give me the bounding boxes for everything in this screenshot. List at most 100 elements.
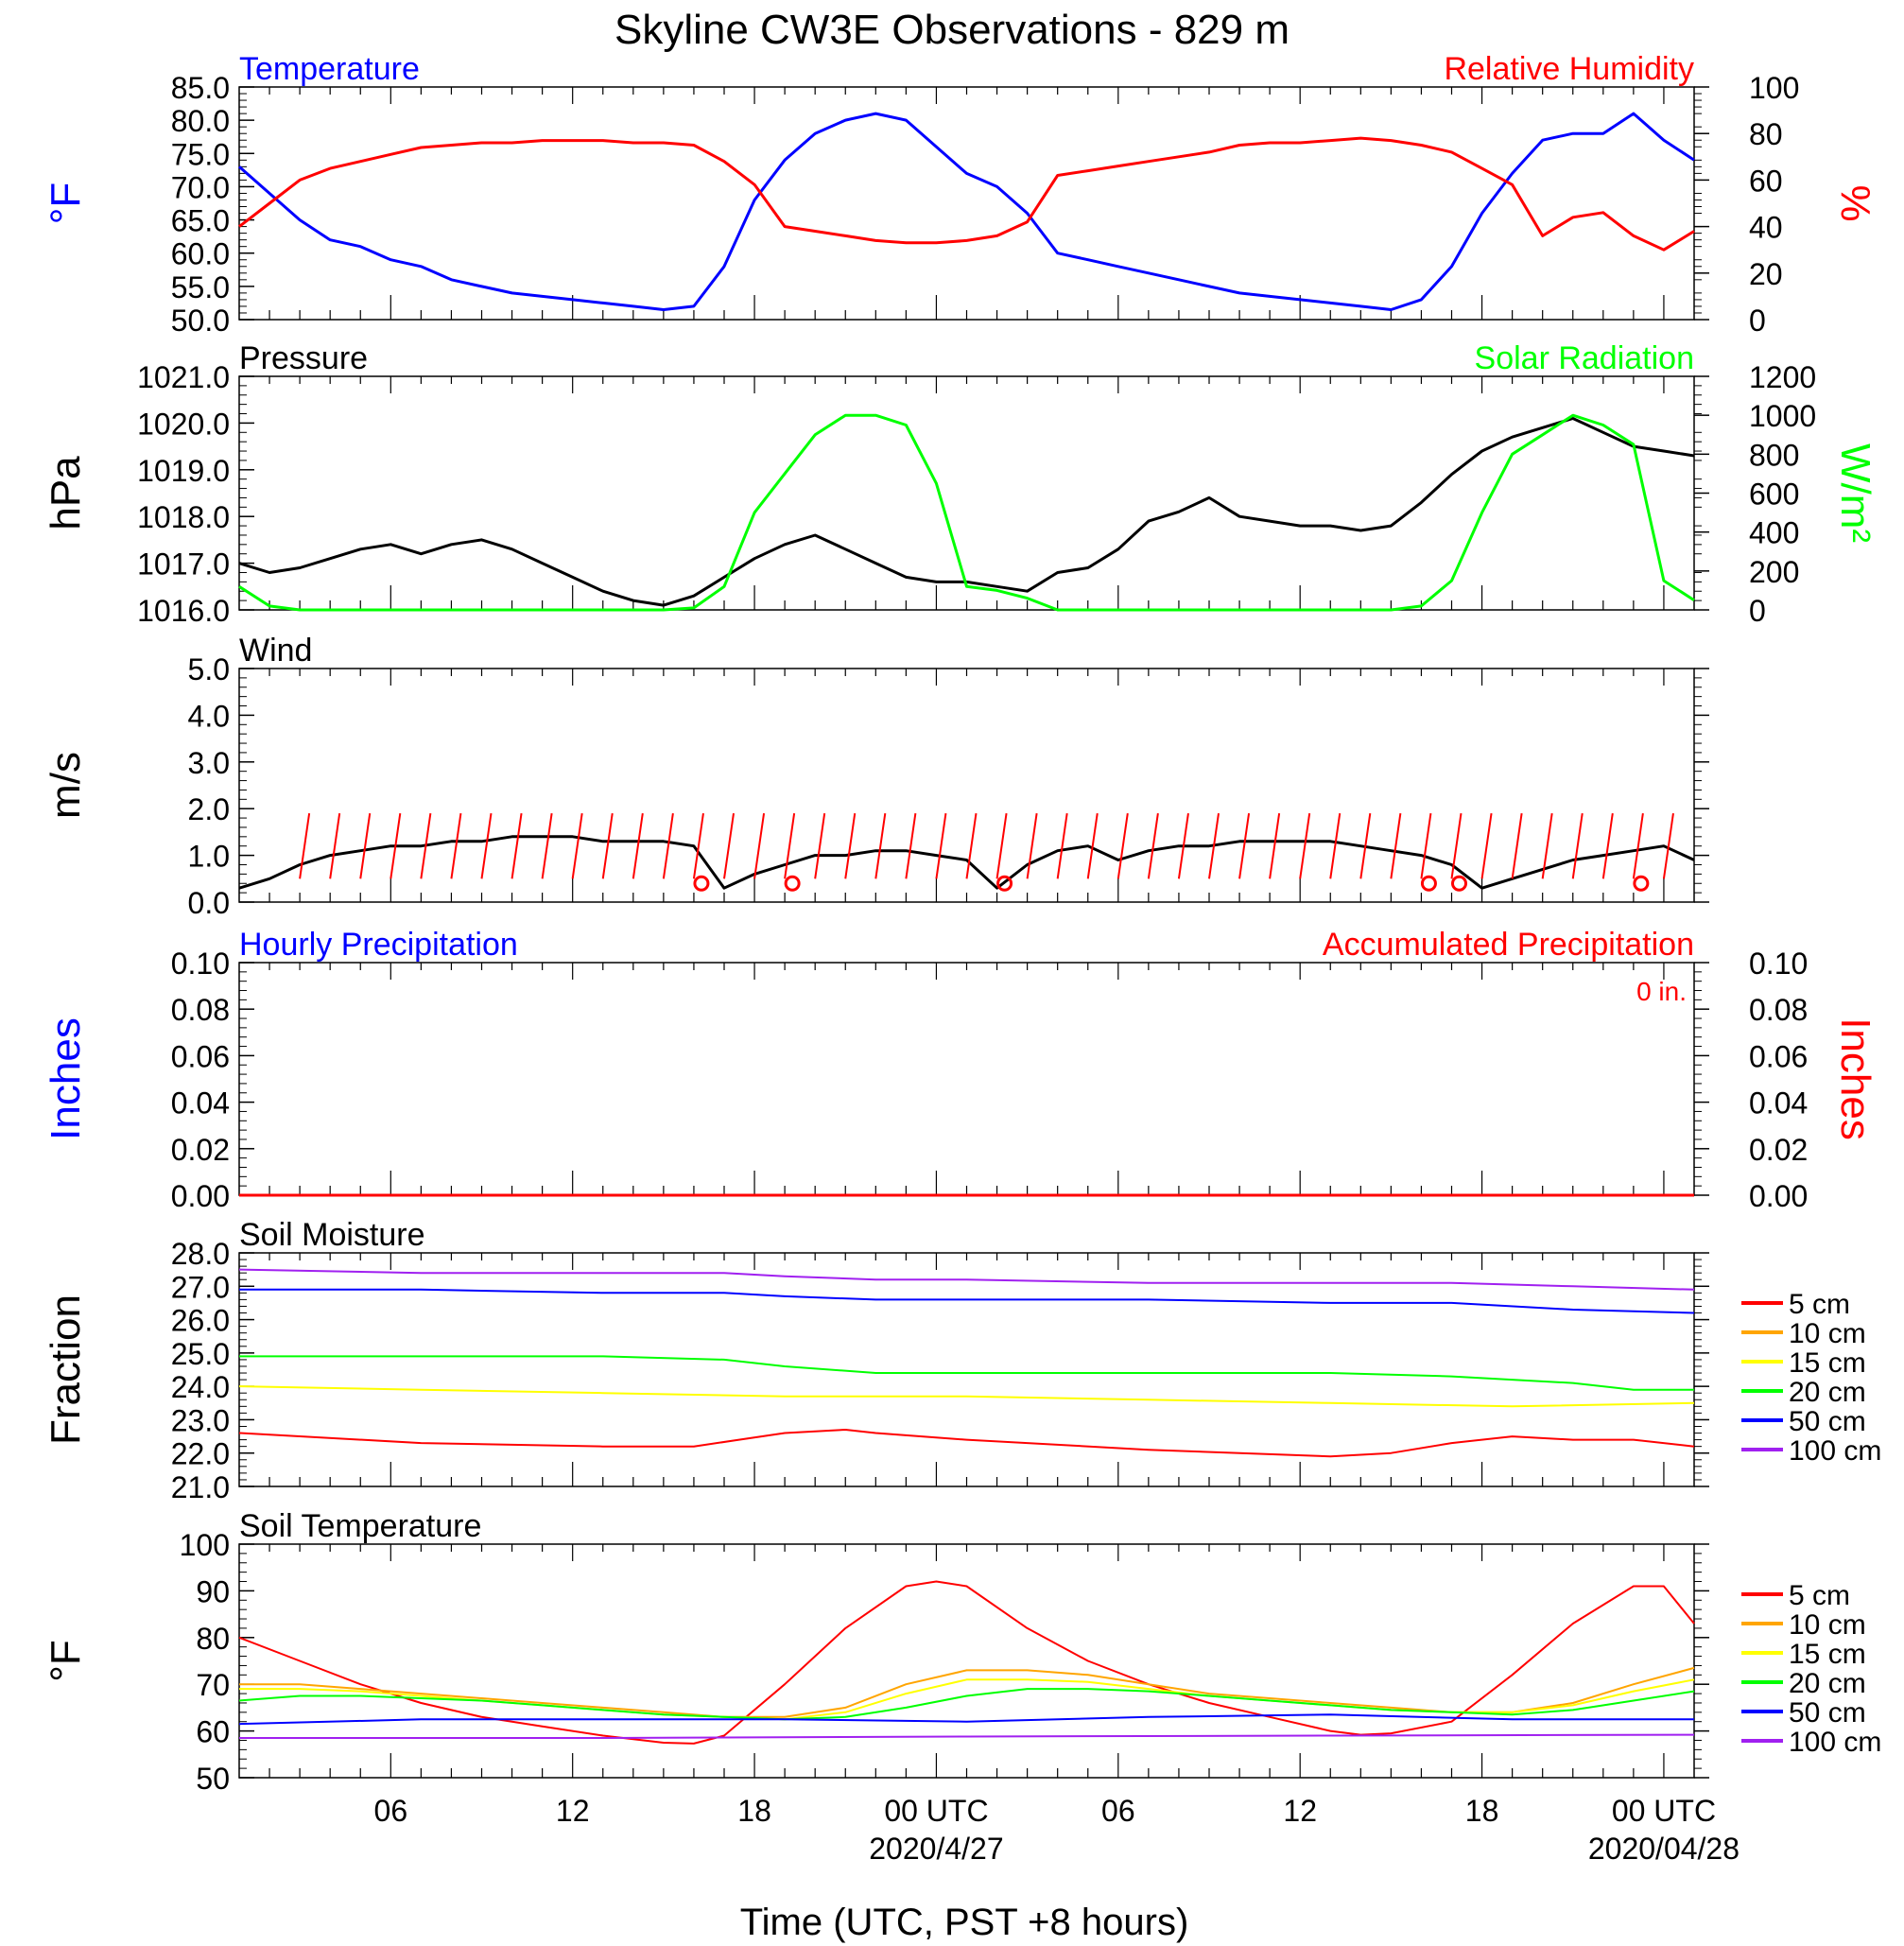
panel-soil-moisture: 28.027.026.025.024.023.022.021.0 Soil Moi… [43,1217,1881,1504]
y-tick-label-left: 5.0 [188,652,230,686]
y-tick-label-left: 26.0 [171,1304,230,1338]
wind-calm-marker [693,875,710,892]
y-tick-label-left: 0.00 [171,1179,230,1213]
y-tick-label-right: 200 [1749,555,1799,589]
legend-label: 20 cm [1789,1377,1866,1408]
y-tick-label-left: 0.0 [188,886,230,920]
wind-barb [753,812,766,879]
wind-barb [874,812,887,879]
wind-barb [1662,812,1674,879]
panel-pressure-solar: 1021.0 1020.0 1019.0 1018.0 1017.0 1016.0 1200… [43,340,1878,628]
wind-barb [511,812,523,879]
wind-barb [1480,812,1493,879]
y-axis-label-left: °F [43,182,89,224]
panel-title-right: Solar Radiation [1475,340,1694,376]
y-tick-label-left: 80.0 [171,104,230,138]
wind-barb [1086,812,1099,879]
x-tick-label: 12 [1283,1794,1317,1828]
y-tick-label-left: 27.0 [171,1270,230,1304]
panel-wind: 5.0 4.0 3.0 2.0 1.0 0.0 Wind m/s [43,633,1709,920]
panel-title-left: Temperature [239,51,420,87]
y-tick-label-left: 100 [180,1528,230,1562]
wind-barb [1147,812,1159,879]
wind-barb [329,812,341,879]
legend-label: 100 cm [1789,1727,1881,1758]
y-tick-label-left: 2.0 [188,792,230,826]
y-tick-label-left: 70.0 [171,170,230,204]
y-tick-label-right: 800 [1749,438,1799,472]
y-tick-label-left: 28.0 [171,1237,230,1271]
wind-barb [359,812,372,879]
y-tick-label-left: 4.0 [188,699,230,733]
panel-annotation: 0 in. [1636,977,1687,1006]
x-tick-label: 06 [374,1794,408,1828]
panel-title-left: Soil Moisture [239,1217,425,1253]
plot-frame [238,1543,1695,1779]
series-line-5-cm [238,1429,1695,1458]
wind-barb [784,812,796,879]
legend-label: 5 cm [1789,1289,1850,1320]
legend-label: 50 cm [1789,1406,1866,1437]
y-tick-label-right: 0.10 [1749,947,1808,981]
plot-frame [238,962,1695,1196]
series-line-15-cm [238,1385,1695,1408]
y-tick-label-right: 0.04 [1749,1086,1808,1121]
x-tick-sublabel: 2020/4/27 [869,1832,1003,1866]
wind-barb [541,812,553,879]
panel-title-left: Soil Temperature [239,1508,481,1544]
series-line-20-cm [239,1355,1694,1391]
x-tick-label: 00 UTC [884,1794,988,1828]
legend-label: 10 cm [1789,1609,1866,1641]
y-tick-label-left: 70 [196,1668,230,1702]
x-tick-label: 18 [1465,1794,1499,1828]
y-tick-label-right: 0.02 [1749,1133,1808,1167]
plot-frame [238,1252,1695,1487]
y-tick-label-right: 0.08 [1749,993,1808,1027]
wind-barb [844,812,857,879]
series-line-20-cm [238,1688,1695,1721]
wind-barb [1420,812,1432,879]
panel-title-left: Pressure [239,340,368,376]
y-tick-label-right: 1200 [1749,360,1816,394]
y-tick-label-left: 1018.0 [137,500,230,534]
y-tick-label-left: 1.0 [188,840,230,874]
y-tick-label-left: 0.04 [171,1086,230,1121]
wind-barb [480,812,493,879]
series-line-pressure [238,417,1695,607]
panel-title-right: Accumulated Precipitation [1323,927,1694,963]
wind-barb [965,812,978,879]
wind-barb [1450,812,1463,879]
x-tick-label: 12 [556,1794,590,1828]
panel-title-left: Wind [239,633,312,669]
plot-frame [238,86,1695,321]
y-tick-label-right: 20 [1749,257,1783,291]
y-tick-label-left: 3.0 [188,746,230,780]
y-tick-label-left: 90 [196,1574,230,1608]
series-line-100-cm [239,1733,1695,1739]
y-tick-label-right: 0 [1749,304,1766,338]
series-line-50-cm [238,1713,1694,1726]
series-line-temperature [238,112,1695,311]
wind-barb [1299,812,1311,879]
y-tick-label-left: 23.0 [171,1403,230,1437]
y-tick-label-right: 1000 [1749,399,1816,433]
y-tick-label-right: 600 [1749,478,1799,512]
legend-label: 100 cm [1789,1435,1881,1467]
series-line-wind-speed [238,835,1695,890]
series-line-relative-humidity [238,136,1695,252]
panel-precipitation: 0.10 0.08 0.06 0.04 0.02 0.00 0.10 0.08 0.06 0.04… [43,927,1878,1213]
y-tick-label-right: 60 [1749,164,1783,198]
wind-barb [1208,812,1220,879]
y-tick-label-left: 55.0 [171,270,230,304]
wind-barb [1056,812,1068,879]
legend-label: 15 cm [1789,1639,1866,1670]
y-tick-label-left: 0.02 [171,1133,230,1167]
y-axis-label-left: hPa [43,456,89,530]
x-tick-label: 18 [737,1794,771,1828]
panel-soil-temperature: 100 90 80 70 60 50 Soil Temperature °F 06 12 18 00 … [43,1508,1881,1866]
chart-panels: 85.080.075.070.065.060.055.050.0 100 80 60 4… [43,51,1881,1866]
series-line-5-cm [238,1580,1695,1745]
y-tick-label-left: 22.0 [171,1437,230,1471]
y-tick-label-left: 24.0 [171,1370,230,1404]
wind-barb [1026,812,1038,879]
